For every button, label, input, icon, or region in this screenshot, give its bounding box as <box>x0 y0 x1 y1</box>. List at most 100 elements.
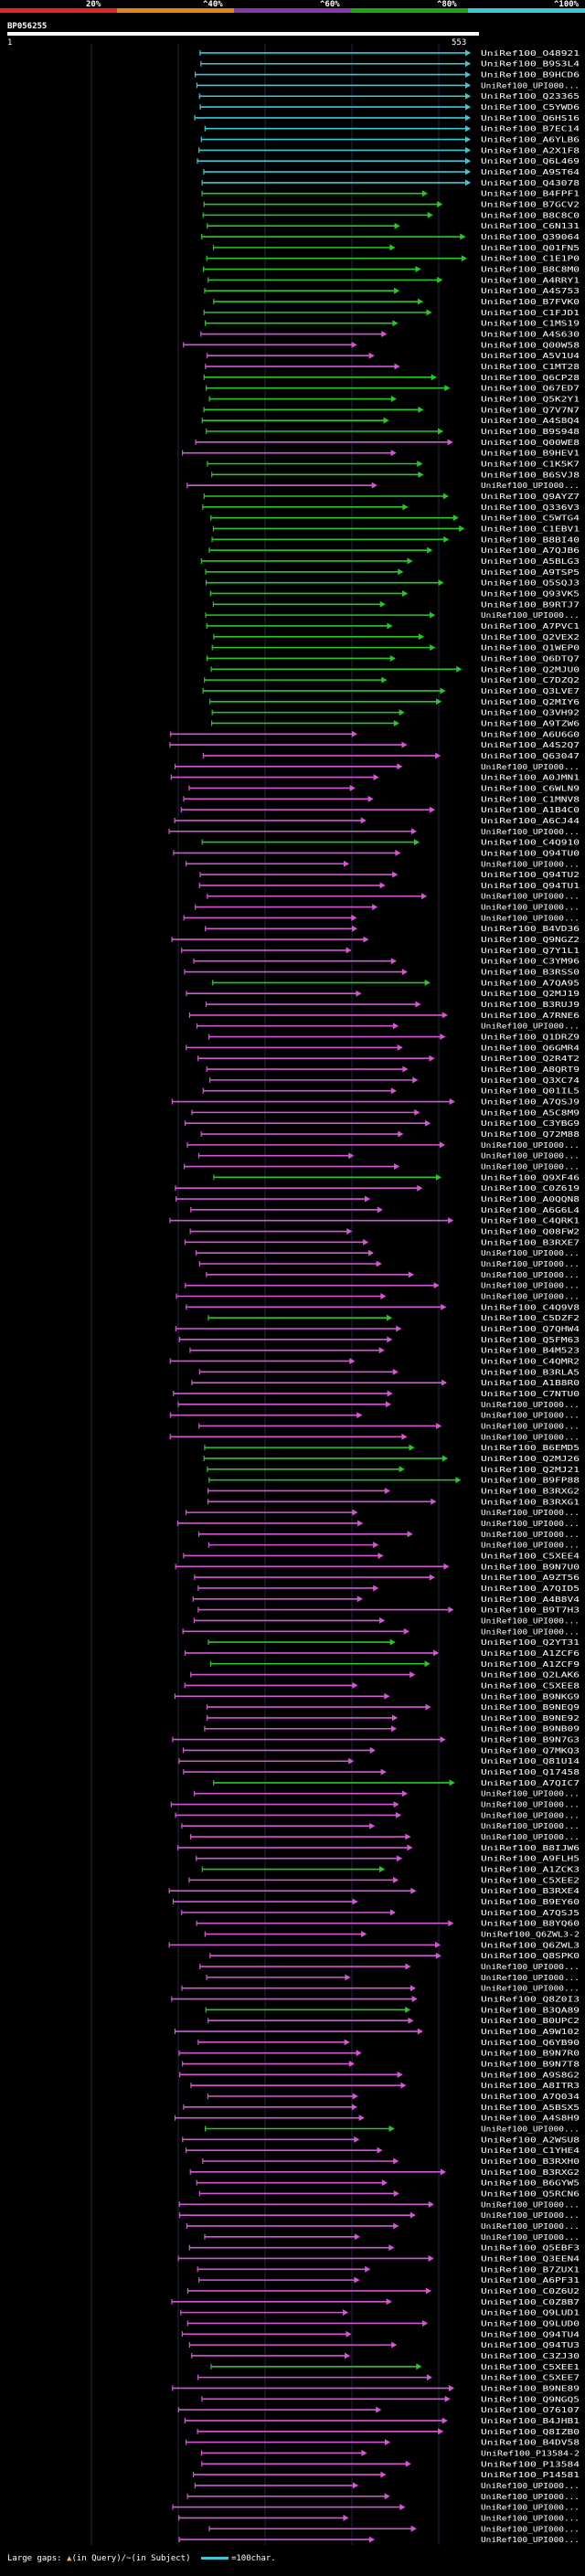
hit-row[interactable]: UniRef100_C1MS19 <box>205 320 580 328</box>
hit-label[interactable]: UniRef100_UPI000... <box>481 1433 580 1441</box>
hit-label[interactable]: UniRef100_UPI000... <box>481 2200 580 2209</box>
hit-label[interactable]: UniRef100_B9S948 <box>481 428 580 436</box>
hit-row[interactable]: UniRef100_UPI000... <box>207 1542 580 1550</box>
hit-row[interactable]: UniRef100_C1FJD1 <box>203 309 580 317</box>
hit-row[interactable]: UniRef100_Q6HS16 <box>194 114 580 122</box>
hit-row[interactable]: UniRef100_A4S8Q4 <box>201 417 580 425</box>
hit-label[interactable]: UniRef100_Q00W58 <box>481 341 580 349</box>
hit-row[interactable]: UniRef100_B3QA89 <box>205 2006 580 2014</box>
hit-row[interactable]: UniRef100_B9NE92 <box>207 1714 580 1723</box>
hit-label[interactable]: UniRef100_UPI000... <box>481 2222 580 2231</box>
hit-label[interactable]: UniRef100_UPI000... <box>481 914 580 922</box>
hit-row[interactable]: UniRef100_A5BLG3 <box>200 557 580 566</box>
hit-row[interactable]: UniRef100_UPI000... <box>198 1260 580 1268</box>
hit-row[interactable]: UniRef100_Q3XC74 <box>208 1076 580 1085</box>
hit-label[interactable]: UniRef100_Q2MJU0 <box>481 665 580 673</box>
hit-row[interactable]: UniRef100_Q63047 <box>202 752 580 760</box>
hit-label[interactable]: UniRef100_Q6DTQ7 <box>481 654 580 663</box>
hit-row[interactable]: UniRef100_UPI000... <box>176 1293 580 1301</box>
hit-row[interactable]: UniRef100_Q7Y1L1 <box>181 947 580 955</box>
hit-row[interactable]: UniRef100_UPI000... <box>205 611 580 620</box>
hit-row[interactable]: UniRef100_B9HCD6 <box>195 71 580 80</box>
hit-label[interactable]: UniRef100_Q9XF46 <box>481 1173 580 1182</box>
hit-row[interactable]: UniRef100_A7QIC7 <box>213 1779 580 1787</box>
hit-label[interactable]: UniRef100_B4FPF1 <box>481 190 580 198</box>
hit-row[interactable]: UniRef100_B8BI40 <box>211 535 580 544</box>
hit-label[interactable]: UniRef100_Q5SQJ3 <box>481 579 580 588</box>
hit-row[interactable]: UniRef100_A0QQN8 <box>175 1195 580 1203</box>
hit-row[interactable]: UniRef100_Q23365 <box>198 92 580 101</box>
hit-label[interactable]: UniRef100_A7RNE6 <box>481 1012 580 1020</box>
hit-row[interactable]: UniRef100_B8C8M0 <box>203 266 580 274</box>
hit-row[interactable]: UniRef100_Q39064 <box>201 233 580 241</box>
hit-label[interactable]: UniRef100_UPI000... <box>481 1801 580 1809</box>
hit-label[interactable]: UniRef100_B9N7G3 <box>481 1736 580 1744</box>
hit-row[interactable]: UniRef100_Q6ZWL3-2 <box>204 1931 580 1939</box>
hit-label[interactable]: UniRef100_C0Z6U2 <box>481 2287 580 2295</box>
hit-label[interactable]: UniRef100_A7PVC1 <box>481 622 580 631</box>
hit-label[interactable]: UniRef100_B4M523 <box>481 1347 580 1355</box>
hit-row[interactable]: UniRef100_C5XEE1 <box>210 2363 580 2371</box>
hit-row[interactable]: UniRef100_B6GYW5 <box>196 2179 580 2188</box>
hit-label[interactable]: UniRef100_UPI000... <box>481 2493 580 2501</box>
hit-row[interactable]: UniRef100_C1E1P0 <box>206 255 580 263</box>
hit-label[interactable]: UniRef100_A7QID5 <box>481 1585 580 1593</box>
hit-row[interactable]: UniRef100_Q3EEN4 <box>177 2254 580 2263</box>
hit-label[interactable]: UniRef100_B7GCV2 <box>481 201 580 209</box>
hit-label[interactable]: UniRef100_A7QSJ5 <box>481 1909 580 1917</box>
hit-label[interactable]: UniRef100_UPI000... <box>481 1412 580 1420</box>
hit-label[interactable]: UniRef100_B9N7R0 <box>481 2050 580 2058</box>
hit-label[interactable]: UniRef100_UPI000... <box>481 1271 580 1279</box>
hit-label[interactable]: UniRef100_Q08FW2 <box>481 1228 580 1236</box>
hit-label[interactable]: UniRef100_UPI000... <box>481 1790 580 1798</box>
hit-row[interactable]: UniRef100_B9S948 <box>206 428 580 436</box>
hit-row[interactable]: UniRef100_UPI000... <box>185 1282 580 1290</box>
hit-row[interactable]: UniRef100_O76107 <box>177 2406 580 2414</box>
hit-label[interactable]: UniRef100_A9TZW6 <box>481 719 580 727</box>
hit-row[interactable]: UniRef100_B9S3L4 <box>200 60 580 69</box>
hit-label[interactable]: UniRef100_UPI000... <box>481 860 580 868</box>
hit-row[interactable]: UniRef100_A1B8R0 <box>191 1379 580 1387</box>
hit-row[interactable]: UniRef100_UPI000... <box>170 1801 580 1809</box>
hit-row[interactable]: UniRef100_Q2YT31 <box>207 1638 580 1647</box>
hit-row[interactable]: UniRef100_C4QMR2 <box>169 1357 580 1365</box>
hit-row[interactable]: UniRef100_Q2R4T2 <box>197 1055 580 1063</box>
hit-label[interactable]: UniRef100_Q9LUD1 <box>481 2309 580 2317</box>
hit-row[interactable]: UniRef100_Q94TU3 <box>188 2341 580 2349</box>
hit-label[interactable]: UniRef100_B9T7H3 <box>481 1606 580 1615</box>
hit-row[interactable]: UniRef100_UPI000... <box>186 482 580 490</box>
hit-row[interactable]: UniRef100_A4S753 <box>204 287 580 295</box>
hit-label[interactable]: UniRef100_C3YBG9 <box>481 1119 580 1128</box>
hit-label[interactable]: UniRef100_Q6GMR4 <box>481 1044 580 1052</box>
hit-label[interactable]: UniRef100_O48921 <box>481 49 580 58</box>
hit-row[interactable]: UniRef100_Q94TU4 <box>181 2330 580 2338</box>
hit-label[interactable]: UniRef100_C5XEE1 <box>481 2363 580 2371</box>
hit-label[interactable]: UniRef100_UPI000... <box>481 2211 580 2220</box>
hit-label[interactable]: UniRef100_Q43078 <box>481 179 580 187</box>
hit-row[interactable]: UniRef100_A1ZCF6 <box>184 1649 580 1658</box>
hit-row[interactable]: UniRef100_B0UPC2 <box>207 2017 580 2025</box>
hit-label[interactable]: UniRef100_UPI000... <box>481 1141 580 1150</box>
hit-row[interactable]: UniRef100_UPI000... <box>196 81 580 90</box>
hit-label[interactable]: UniRef100_A7QIC7 <box>481 1779 580 1787</box>
hit-label[interactable]: UniRef100_Q2YT31 <box>481 1638 580 1647</box>
hit-row[interactable]: UniRef100_C7DZQ2 <box>204 676 580 684</box>
hit-label[interactable]: UniRef100_Q6ZWL3 <box>481 1941 580 1949</box>
hit-label[interactable]: UniRef100_Q7Y1L1 <box>481 947 580 955</box>
hit-label[interactable]: UniRef100_UPI000... <box>481 1531 580 1539</box>
hit-row[interactable]: UniRef100_Q01FN5 <box>212 244 580 252</box>
hit-label[interactable]: UniRef100_C5WTG4 <box>481 514 580 523</box>
hit-label[interactable]: UniRef100_Q01IL5 <box>481 1087 580 1096</box>
hit-row[interactable]: UniRef100_UPI000... <box>175 1811 580 1819</box>
hit-label[interactable]: UniRef100_A9S8G2 <box>481 2071 580 2079</box>
hit-row[interactable]: UniRef100_UPI000... <box>176 1520 580 1528</box>
hit-row[interactable]: UniRef100_A5V1U4 <box>207 352 580 360</box>
hit-label[interactable]: UniRef100_A7QA95 <box>481 979 580 987</box>
hit-row[interactable]: UniRef100_A8ITR3 <box>190 2082 580 2090</box>
hit-row[interactable]: UniRef100_UPI000... <box>194 2482 580 2490</box>
hit-label[interactable]: UniRef100_Q00WE8 <box>481 439 580 447</box>
hit-row[interactable]: UniRef100_B8IJW6 <box>177 1844 580 1852</box>
hit-label[interactable]: UniRef100_A4S630 <box>481 331 580 339</box>
hit-label[interactable]: UniRef100_C1YHE4 <box>481 2147 580 2155</box>
hit-row[interactable]: UniRef100_A8QRT9 <box>206 1065 580 1074</box>
